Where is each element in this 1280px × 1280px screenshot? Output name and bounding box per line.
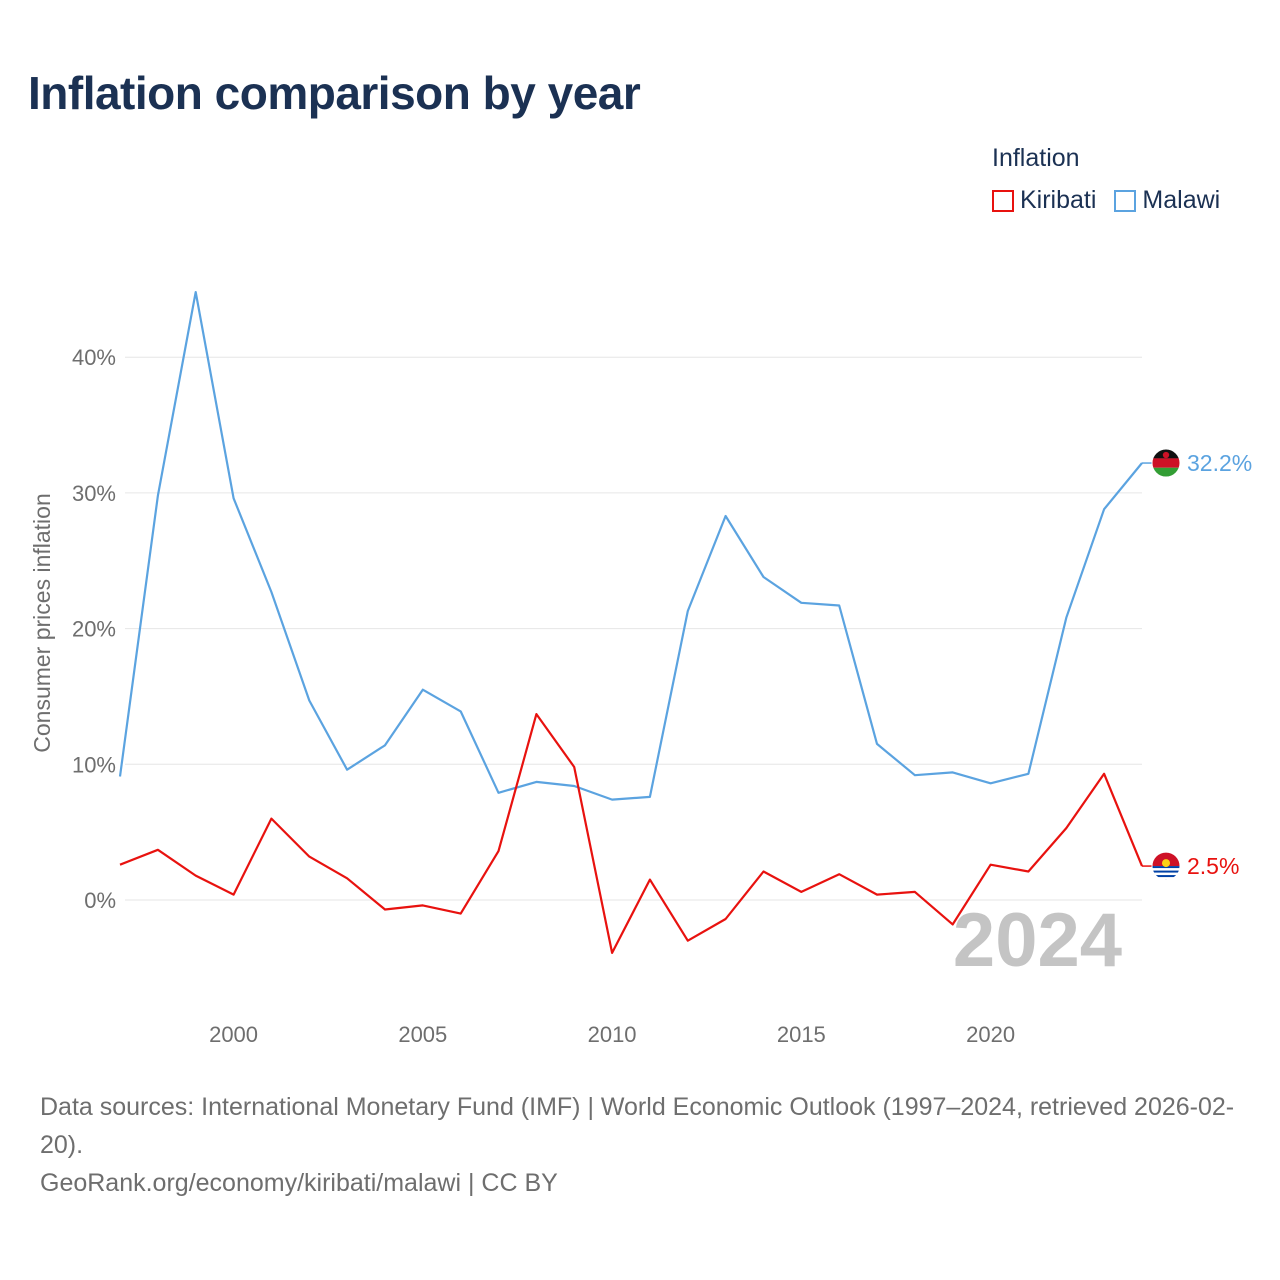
- x-tick-label: 2020: [966, 1022, 1015, 1047]
- data-sources: Data sources: International Monetary Fun…: [40, 1093, 1235, 1159]
- y-tick-label: 40%: [72, 345, 116, 370]
- line-chart: 0% 10% 20% 30% 40% 2000 2005 2010 2015 2020 Consum…: [29, 291, 1252, 1047]
- flag-kiribati-icon: [1151, 851, 1181, 881]
- legend-label-malawi: Malawi: [1142, 186, 1221, 214]
- chart-title: Inflation comparison by year: [28, 67, 641, 119]
- series-line-kiribati: [119, 712, 1144, 955]
- legend-swatch-kiribati: [992, 189, 1014, 212]
- legend-label-kiribati: Kiribati: [1020, 186, 1097, 214]
- legend-swatch-malawi: [1114, 189, 1137, 212]
- x-tick-label: 2000: [209, 1022, 258, 1047]
- source-link[interactable]: GeoRank.org/economy/kiribati/malawi | CC…: [40, 1169, 558, 1197]
- legend: Kiribati Malawi: [992, 186, 1220, 215]
- x-tick-label: 2015: [777, 1022, 826, 1047]
- flag-malawi-icon: [1151, 448, 1181, 478]
- year-watermark: 2024: [953, 898, 1122, 983]
- y-axis-label: Consumer prices inflation: [29, 493, 55, 753]
- series: [118, 291, 1144, 955]
- x-tick-label: 2005: [398, 1022, 447, 1047]
- y-tick-label: 30%: [72, 481, 116, 506]
- y-tick-label: 0%: [84, 888, 116, 913]
- legend-title: Inflation: [992, 144, 1080, 172]
- axes: 0% 10% 20% 30% 40% 2000 2005 2010 2015 2020 Consum…: [29, 345, 1015, 1047]
- legend-item-malawi[interactable]: Malawi: [1114, 186, 1220, 215]
- gridlines: [125, 356, 1142, 901]
- legend-item-kiribati[interactable]: Kiribati: [992, 186, 1096, 215]
- footer: Data sources: International Monetary Fun…: [40, 1088, 1250, 1202]
- series-line-malawi: [118, 291, 1143, 801]
- end-label-malawi: 32.2%: [1187, 450, 1252, 476]
- y-tick-label: 20%: [72, 617, 116, 642]
- x-tick-label: 2010: [588, 1022, 637, 1047]
- end-labels: 32.2% 2.5%: [1142, 448, 1252, 881]
- end-label-kiribati: 2.5%: [1187, 853, 1239, 879]
- y-tick-label: 10%: [72, 752, 116, 777]
